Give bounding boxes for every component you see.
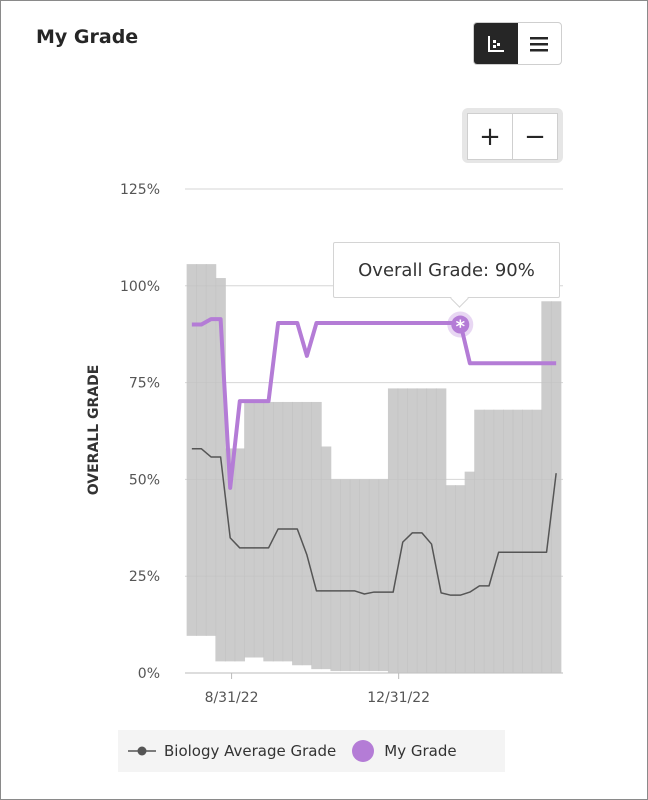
range-band-column <box>541 301 552 673</box>
range-band-column <box>234 448 246 662</box>
average-grade-line <box>191 448 557 596</box>
range-band-column <box>378 479 389 672</box>
zoom-out-button[interactable]: − <box>512 114 557 159</box>
chart-view-button[interactable] <box>474 23 518 64</box>
y-tick-label: 0% <box>138 666 160 682</box>
range-band-column <box>311 401 322 670</box>
y-axis-title: OVERALL GRADE <box>86 365 102 496</box>
range-band-column <box>512 409 524 673</box>
legend: Biology Average Grade My Grade <box>118 730 505 772</box>
legend-item-average[interactable]: Biology Average Grade <box>128 742 336 760</box>
range-band-column <box>435 388 447 673</box>
line-marker-icon <box>128 746 156 756</box>
range-band-column <box>224 448 236 662</box>
y-tick-label: 125% <box>120 182 160 198</box>
legend-label-average: Biology Average Grade <box>164 742 337 760</box>
range-band-column <box>196 264 207 636</box>
range-band-column <box>550 301 562 673</box>
range-band-column <box>301 401 313 666</box>
range-band-column <box>464 471 476 673</box>
range-band-column <box>522 409 533 673</box>
y-tick-label: 25% <box>129 569 160 585</box>
my-grade-line <box>191 317 557 490</box>
range-band-column <box>493 409 504 673</box>
range-band-column <box>531 409 543 673</box>
circle-marker-icon <box>352 740 375 762</box>
range-band-column <box>483 409 495 673</box>
legend-label-my-grade: My Grade <box>384 742 457 760</box>
range-band-column <box>330 479 341 672</box>
range-band-column <box>282 401 293 662</box>
y-tick-label: 75% <box>129 376 160 392</box>
range-band-column <box>253 401 265 658</box>
range-band-column <box>292 401 303 666</box>
range-band-column <box>340 479 351 672</box>
range-band-column <box>349 479 361 672</box>
range-band-column <box>416 388 428 673</box>
y-tick-label: 50% <box>129 472 160 488</box>
range-band-column <box>502 409 514 673</box>
zoom-controls: + − <box>462 108 563 163</box>
range-band-column <box>387 388 399 673</box>
range-band-column <box>474 409 485 673</box>
range-band-column <box>263 401 274 662</box>
range-band-column <box>426 388 437 673</box>
range-band-column <box>455 485 466 673</box>
range-band-column <box>397 388 408 673</box>
y-tick-label: 100% <box>120 279 160 295</box>
range-band-column <box>272 401 284 662</box>
list-icon <box>530 36 549 51</box>
page-title: My Grade <box>36 26 139 48</box>
highlight-point <box>451 315 470 334</box>
scatter-chart-icon <box>487 35 504 52</box>
zoom-in-button[interactable]: + <box>479 121 501 152</box>
range-band-column <box>445 485 456 673</box>
range-band-column <box>186 264 198 636</box>
x-tick-label: 12/31/22 <box>367 690 430 706</box>
view-toggle <box>473 22 562 65</box>
range-band-column <box>407 388 418 673</box>
range-band-column <box>368 479 380 672</box>
tooltip: Overall Grade: 90% <box>333 242 560 298</box>
list-view-button[interactable] <box>518 23 562 64</box>
range-band-column <box>205 264 217 636</box>
range-band-column <box>244 401 255 658</box>
range-band-column <box>320 446 332 670</box>
range-band-column <box>359 479 370 672</box>
x-tick-label: 8/31/22 <box>205 690 259 706</box>
tooltip-text: Overall Grade: 90% <box>358 259 535 281</box>
asterisk-icon: * <box>456 317 466 338</box>
range-band-column <box>215 278 226 662</box>
legend-item-my-grade[interactable]: My Grade <box>350 739 457 763</box>
